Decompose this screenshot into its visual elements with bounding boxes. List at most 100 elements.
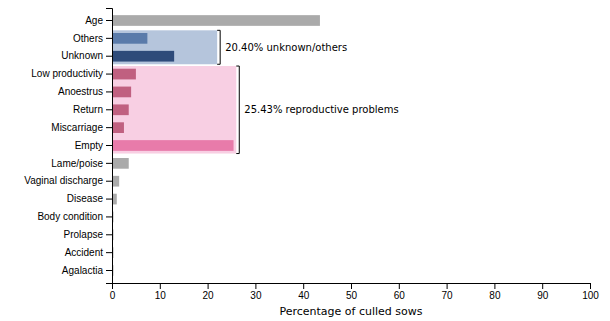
tick-mark bbox=[303, 283, 304, 289]
annotation: 25.43% reproductive problems bbox=[244, 104, 398, 115]
tick-label: 100 bbox=[582, 290, 599, 301]
bracket-line bbox=[236, 66, 239, 154]
tick-label: 90 bbox=[537, 290, 549, 301]
tick-label: 60 bbox=[394, 290, 406, 301]
x-tick: 10 bbox=[155, 283, 167, 301]
y-tick: Agalactia bbox=[62, 265, 112, 276]
tick-mark bbox=[106, 270, 112, 271]
marks bbox=[112, 15, 320, 276]
tick-mark bbox=[106, 163, 112, 164]
tick-mark bbox=[106, 234, 112, 235]
bracket bbox=[236, 66, 239, 154]
y-tick: Lame/poise bbox=[51, 158, 112, 169]
y-tick: Others bbox=[73, 33, 112, 44]
bracket bbox=[217, 30, 220, 64]
y-tick: Accident bbox=[65, 247, 112, 258]
tick-mark bbox=[255, 283, 256, 289]
x-axis: 0 10 20 30 40 50 60 70 80 90 100 bbox=[110, 283, 600, 301]
tick-label: Return bbox=[73, 104, 103, 115]
tick-mark bbox=[208, 283, 209, 289]
tick-mark bbox=[447, 283, 448, 289]
bar bbox=[112, 33, 147, 44]
tick-label: 70 bbox=[442, 290, 454, 301]
y-tick: Disease bbox=[67, 193, 112, 204]
x-axis-title: Percentage of culled sows bbox=[279, 305, 422, 318]
tick-mark bbox=[106, 56, 112, 57]
y-tick: Anoestrus bbox=[58, 86, 112, 97]
chart: 0 10 20 30 40 50 60 70 80 90 100 Age Others Unknown Lo… bbox=[0, 0, 610, 321]
bar bbox=[112, 176, 119, 187]
bar bbox=[112, 122, 124, 133]
x-tick: 100 bbox=[582, 283, 599, 301]
tick-label: 10 bbox=[155, 290, 167, 301]
tick-mark bbox=[160, 283, 161, 289]
tick-label: 50 bbox=[346, 290, 358, 301]
x-tick: 60 bbox=[394, 283, 406, 301]
axis-line bbox=[113, 284, 591, 290]
bar bbox=[112, 69, 136, 80]
tick-label: Unknown bbox=[61, 50, 103, 61]
tick-label: Prolapse bbox=[64, 229, 104, 240]
tick-mark bbox=[542, 283, 543, 289]
x-tick: 70 bbox=[442, 283, 454, 301]
tick-mark bbox=[106, 38, 112, 39]
tick-label: Accident bbox=[65, 247, 104, 258]
tick-mark bbox=[106, 91, 112, 92]
bar bbox=[112, 158, 129, 169]
tick-mark bbox=[590, 283, 591, 289]
x-tick: 0 bbox=[110, 283, 116, 301]
tick-mark bbox=[106, 252, 112, 253]
plot-area: 0 10 20 30 40 50 60 70 80 90 100 Age Others Unknown Lo… bbox=[24, 9, 599, 319]
x-tick: 90 bbox=[537, 283, 549, 301]
tick-label: 40 bbox=[298, 290, 310, 301]
tick-mark bbox=[106, 127, 112, 128]
group-region bbox=[112, 30, 217, 64]
y-axis: Age Others Unknown Low productivity Anoestru… bbox=[24, 9, 112, 284]
y-tick: Body condition bbox=[37, 211, 112, 222]
bar bbox=[112, 87, 131, 98]
tick-label: Lame/poise bbox=[51, 158, 103, 169]
x-tick: 40 bbox=[298, 283, 310, 301]
bar bbox=[112, 140, 234, 151]
y-tick: Unknown bbox=[61, 50, 112, 61]
tick-mark bbox=[106, 199, 112, 200]
y-tick: Vaginal discharge bbox=[24, 175, 112, 186]
tick-label: Age bbox=[85, 15, 103, 26]
group-region bbox=[112, 66, 236, 153]
tick-mark bbox=[106, 145, 112, 146]
tick-mark bbox=[106, 181, 112, 182]
tick-label: 30 bbox=[250, 290, 262, 301]
x-tick: 30 bbox=[250, 283, 262, 301]
tick-label: 20 bbox=[203, 290, 215, 301]
tick-label: 80 bbox=[489, 290, 501, 301]
y-tick: Empty bbox=[75, 140, 112, 151]
tick-label: Low productivity bbox=[31, 68, 103, 79]
tick-label: Others bbox=[73, 33, 103, 44]
bar bbox=[112, 104, 129, 115]
tick-label: Empty bbox=[75, 140, 103, 151]
y-tick: Miscarriage bbox=[51, 122, 112, 133]
tick-label: Vaginal discharge bbox=[24, 175, 103, 186]
bracket-line bbox=[217, 30, 220, 64]
y-tick: Age bbox=[85, 15, 112, 26]
x-tick: 20 bbox=[203, 283, 215, 301]
tick-mark bbox=[106, 109, 112, 110]
tick-label: Disease bbox=[67, 193, 104, 204]
tick-label: 0 bbox=[110, 290, 116, 301]
tick-label: Anoestrus bbox=[58, 86, 103, 97]
tick-label: Miscarriage bbox=[51, 122, 103, 133]
y-tick: Low productivity bbox=[31, 68, 112, 79]
x-tick: 50 bbox=[346, 283, 358, 301]
tick-mark bbox=[106, 74, 112, 75]
annotation: 20.40% unknown/others bbox=[225, 42, 347, 53]
bar bbox=[112, 51, 174, 62]
y-tick: Prolapse bbox=[64, 229, 112, 240]
bar bbox=[112, 15, 320, 26]
tick-mark bbox=[399, 283, 400, 289]
tick-label: Body condition bbox=[37, 211, 103, 222]
tick-mark bbox=[494, 283, 495, 289]
x-tick: 80 bbox=[489, 283, 501, 301]
y-tick: Return bbox=[73, 104, 112, 115]
tick-mark bbox=[106, 20, 112, 21]
axis-line bbox=[106, 9, 113, 284]
